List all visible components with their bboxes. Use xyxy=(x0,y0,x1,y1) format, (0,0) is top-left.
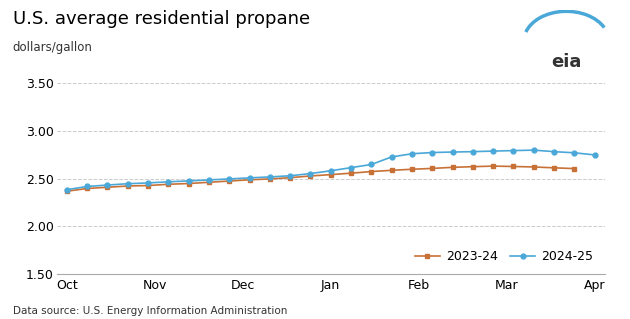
2023-24 xyxy=(185,182,192,185)
2023-24 xyxy=(428,167,436,170)
Line: 2023-24: 2023-24 xyxy=(64,164,577,194)
2024-25 xyxy=(591,153,598,157)
Line: 2024-25: 2024-25 xyxy=(64,148,597,192)
2023-24 xyxy=(307,174,314,178)
2024-25 xyxy=(428,151,436,154)
2024-25 xyxy=(307,172,314,175)
2023-24 xyxy=(490,164,497,168)
2024-25 xyxy=(124,182,132,186)
2023-24 xyxy=(287,176,294,180)
2023-24 xyxy=(530,165,537,169)
2024-25 xyxy=(469,150,477,153)
2024-25 xyxy=(164,180,172,184)
2024-25 xyxy=(246,176,253,180)
Text: dollars/gallon: dollars/gallon xyxy=(13,41,93,55)
2024-25 xyxy=(408,152,416,156)
2023-24 xyxy=(510,165,517,168)
2023-24 xyxy=(83,187,91,190)
2023-24 xyxy=(144,184,152,188)
2024-25 xyxy=(571,151,578,155)
2024-25 xyxy=(347,166,355,169)
2024-25 xyxy=(83,185,91,189)
2023-24 xyxy=(367,170,375,174)
2024-25 xyxy=(287,174,294,178)
2024-25 xyxy=(388,155,396,159)
2023-24 xyxy=(449,166,456,169)
2023-24 xyxy=(550,166,558,170)
2024-25 xyxy=(205,178,213,182)
2023-24 xyxy=(327,173,335,176)
2024-25 xyxy=(327,169,335,173)
2023-24 xyxy=(164,182,172,186)
2023-24 xyxy=(124,184,132,188)
2023-24 xyxy=(104,185,112,189)
2024-25 xyxy=(144,181,152,185)
2024-25 xyxy=(367,163,375,167)
2024-25 xyxy=(490,149,497,153)
2023-24 xyxy=(388,168,396,172)
2023-24 xyxy=(571,167,578,170)
2023-24 xyxy=(246,178,253,182)
2024-25 xyxy=(63,188,71,191)
2023-24 xyxy=(408,167,416,171)
Text: Data source: U.S. Energy Information Administration: Data source: U.S. Energy Information Adm… xyxy=(13,306,287,316)
2024-25 xyxy=(449,150,456,154)
2024-25 xyxy=(226,177,233,181)
2024-25 xyxy=(104,183,112,187)
Text: eia: eia xyxy=(551,53,581,71)
2024-25 xyxy=(530,148,537,152)
2024-25 xyxy=(510,149,517,152)
2024-25 xyxy=(266,175,273,179)
2023-24 xyxy=(63,189,71,193)
Text: U.S. average residential propane: U.S. average residential propane xyxy=(13,10,310,27)
2023-24 xyxy=(469,165,477,168)
2023-24 xyxy=(266,177,273,181)
2024-25 xyxy=(550,150,558,153)
2023-24 xyxy=(226,179,233,183)
Legend: 2023-24, 2024-25: 2023-24, 2024-25 xyxy=(410,245,598,268)
2024-25 xyxy=(185,179,192,183)
2023-24 xyxy=(347,171,355,175)
2023-24 xyxy=(205,180,213,184)
